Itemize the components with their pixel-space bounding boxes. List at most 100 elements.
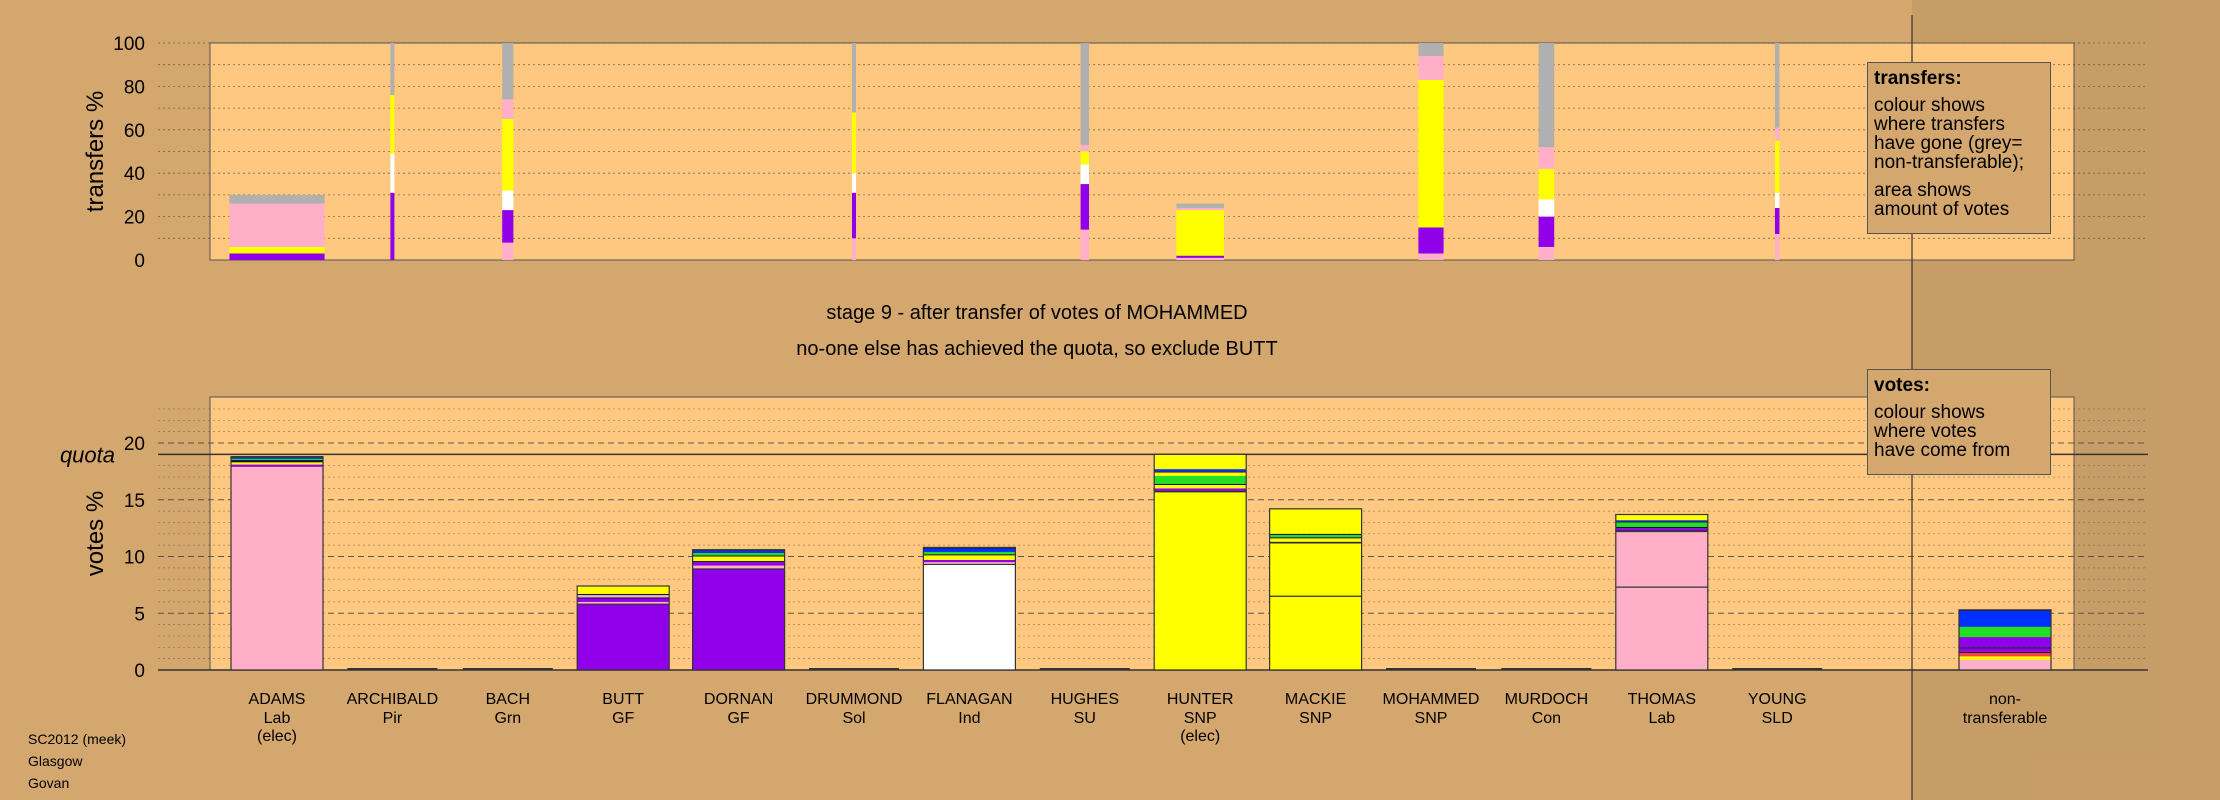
candidate-party-label: GF xyxy=(612,710,634,727)
transfer-segment xyxy=(1538,216,1555,247)
transfer-segment xyxy=(229,194,325,204)
vote-segment xyxy=(1615,520,1708,522)
transfers-y-tick-label: 60 xyxy=(124,121,145,142)
vote-bar-outline xyxy=(1153,453,1247,671)
footer-source: SC2012 (meek) xyxy=(28,731,127,747)
vote-bar-outline xyxy=(1958,609,2052,671)
transfer-segment xyxy=(1538,168,1555,200)
transfers-y-tick-label: 100 xyxy=(113,34,145,55)
transfer-segment xyxy=(1080,164,1089,185)
transfers-legend-line: colour shows where transfers have gone (… xyxy=(1874,96,2044,172)
vote-segment xyxy=(1959,659,2051,670)
transfer-segment xyxy=(502,118,514,191)
transfer-segment xyxy=(1774,140,1780,193)
vote-segment xyxy=(1154,488,1247,491)
vote-segment xyxy=(692,555,785,557)
vote-segment xyxy=(1269,538,1362,542)
transfer-segment xyxy=(1080,229,1089,260)
legend-text: amount of votes xyxy=(1874,199,2010,220)
transfer-segment xyxy=(502,99,514,119)
legend-text: non-transferable); xyxy=(1874,152,2024,173)
vote-bar-outline xyxy=(576,585,670,671)
vote-segment xyxy=(1269,508,1362,534)
vote-segment xyxy=(692,565,785,569)
transfer-segment xyxy=(1538,43,1555,148)
transfer-segment xyxy=(229,203,325,247)
transfer-segment xyxy=(502,242,514,260)
candidate-name-label: MURDOCH xyxy=(1505,691,1589,708)
transfer-segment xyxy=(390,95,395,154)
footer-ward: Govan xyxy=(28,775,70,791)
votes-y-tick-label: 10 xyxy=(124,548,145,569)
transfer-segment xyxy=(390,43,395,96)
candidate-party-label: Lab xyxy=(1648,710,1675,727)
vote-segment xyxy=(231,457,323,459)
vote-bar-outline xyxy=(230,456,324,671)
candidate-party-label: SLD xyxy=(1762,710,1793,727)
vote-segment xyxy=(1269,537,1362,539)
transfer-segment xyxy=(502,210,514,243)
candidate-name-label: MACKIE xyxy=(1285,691,1346,708)
legend-text: where transfers xyxy=(1874,114,2005,135)
nontransferable-label: non- xyxy=(1989,691,2021,708)
vote-segment xyxy=(1154,472,1247,476)
candidate-party-label: Ind xyxy=(958,710,980,727)
vote-segment xyxy=(692,553,785,556)
vote-segment xyxy=(1615,522,1708,527)
candidate-party-label: SNP xyxy=(1415,710,1448,727)
vote-segment xyxy=(1959,626,2051,638)
nontransferable-label: transferable xyxy=(1963,710,2048,727)
vote-segment xyxy=(692,550,785,554)
candidate-name-label: HUNTER xyxy=(1167,691,1234,708)
footer-region: Glasgow xyxy=(28,753,83,769)
votes-legend-line: colour shows where votes have come from xyxy=(1874,403,2044,460)
transfer-segment xyxy=(852,112,856,174)
votes-y-tick-label: 15 xyxy=(124,491,145,512)
legend-text: colour shows xyxy=(1874,95,1985,116)
votes-legend-title: votes: xyxy=(1874,375,1930,396)
vote-segment xyxy=(1959,610,2051,627)
transfer-segment xyxy=(1418,227,1444,254)
vote-segment xyxy=(577,593,670,596)
vote-segment xyxy=(923,554,1016,556)
transfer-segment xyxy=(1176,203,1224,208)
candidate-name-label: BACH xyxy=(486,691,530,708)
vote-segment xyxy=(923,551,1016,555)
transfers-y-tick-label: 20 xyxy=(124,208,145,229)
candidate-party-label: Grn xyxy=(494,710,521,727)
candidate-name-label: BUTT xyxy=(602,691,644,708)
vote-segment xyxy=(1154,471,1247,473)
vote-bar-outline xyxy=(1615,513,1709,671)
vote-segment xyxy=(577,598,670,602)
transfer-segment xyxy=(1774,192,1780,208)
legend-text: colour shows xyxy=(1874,402,1985,423)
vote-segment xyxy=(577,586,670,594)
transfer-segment xyxy=(1080,151,1089,165)
transfers-y-axis-label: transfers % xyxy=(82,91,109,212)
vote-segment xyxy=(1959,651,2051,653)
vote-segment xyxy=(1959,637,2051,648)
vote-segment xyxy=(231,464,323,467)
candidate-name-label: THOMAS xyxy=(1628,691,1696,708)
vote-segment xyxy=(1615,521,1708,523)
vote-segment xyxy=(1959,656,2051,660)
vote-segment xyxy=(923,548,1016,552)
vote-segment xyxy=(1269,533,1362,535)
transfer-segment xyxy=(1080,43,1089,145)
transfer-segment xyxy=(1080,184,1089,230)
candidate-party-label: SNP xyxy=(1299,710,1332,727)
transfers-legend: transfers: colour shows where transfers … xyxy=(1867,62,2051,234)
vote-segment xyxy=(1615,514,1708,521)
vote-bar-outline xyxy=(922,546,1017,671)
candidate-party-label: SNP xyxy=(1184,710,1217,727)
votes-y-tick-label: 0 xyxy=(134,661,145,682)
candidate-party-label: Con xyxy=(1532,710,1561,727)
transfer-segment xyxy=(852,43,856,113)
candidate-party-label: Sol xyxy=(842,710,865,727)
vote-segment xyxy=(1154,483,1247,485)
vote-segment xyxy=(1154,491,1247,670)
vote-bar-outline xyxy=(1268,508,1363,671)
vote-segment xyxy=(923,559,1016,563)
transfer-segment xyxy=(1418,43,1444,57)
